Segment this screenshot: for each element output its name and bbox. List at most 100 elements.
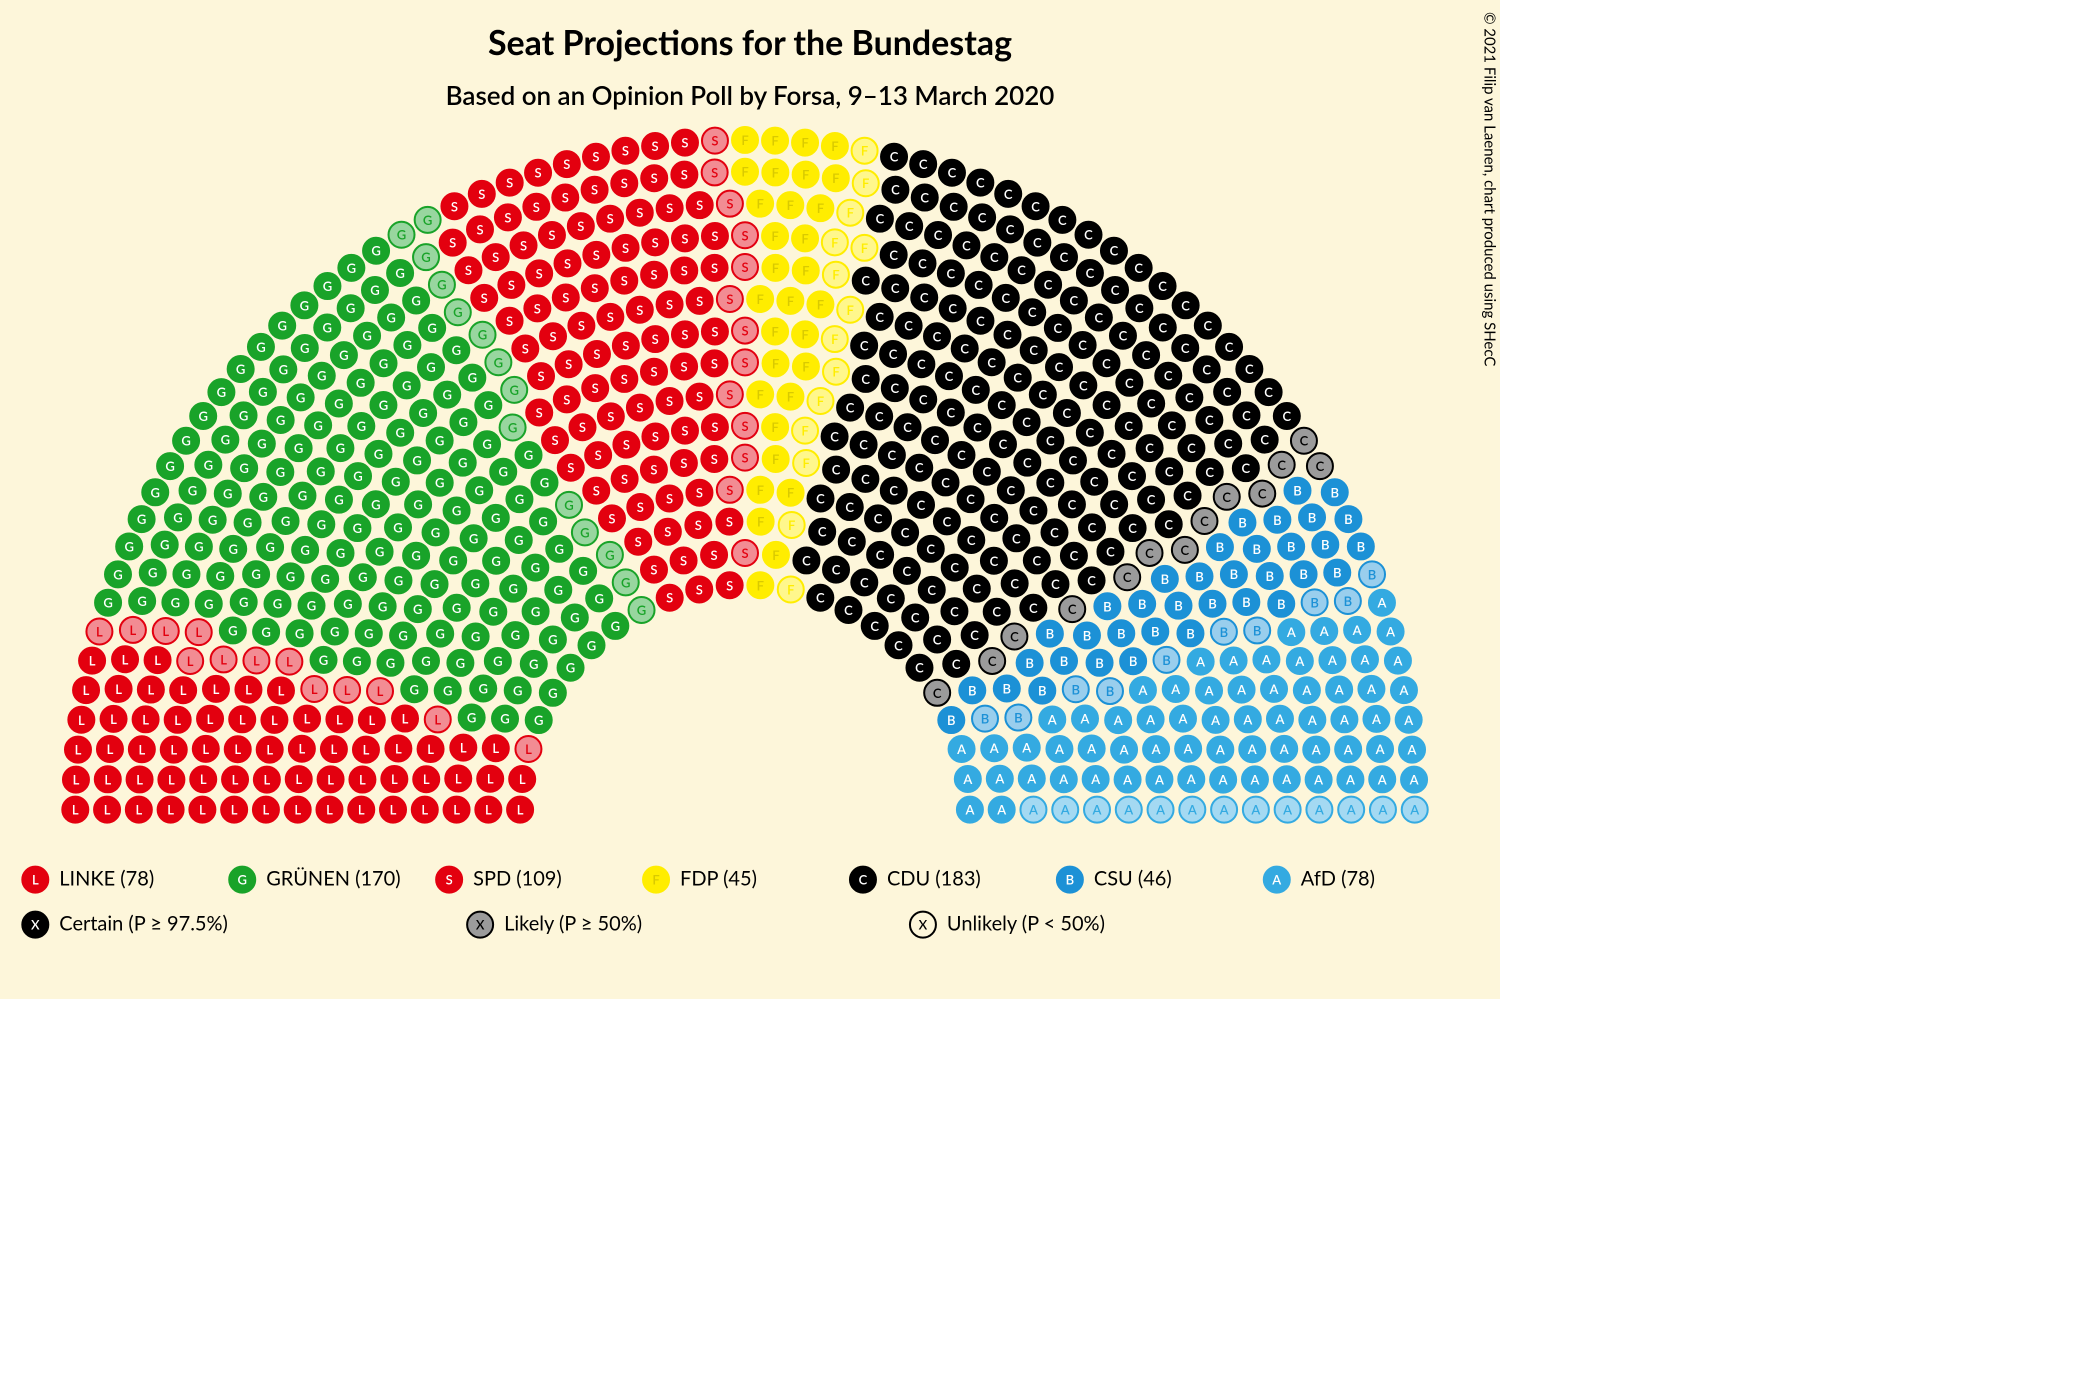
seat-letter: L — [359, 772, 366, 788]
seat-letter: C — [1078, 337, 1087, 353]
seat-letter: G — [300, 297, 309, 313]
seat-letter: F — [772, 355, 779, 371]
seat-letter: S — [565, 356, 572, 372]
seat-letter: B — [1117, 625, 1125, 641]
seat-letter: G — [469, 530, 478, 546]
seat-letter: L — [72, 802, 79, 818]
chart-title: Seat Projections for the Bundestag — [488, 22, 1012, 63]
seat-letter: C — [894, 637, 903, 653]
seat-letter: G — [375, 544, 384, 560]
seat-letter: A — [1403, 712, 1413, 728]
seat-letter: S — [681, 326, 688, 342]
seat-letter: C — [1224, 436, 1233, 452]
seat-letter: S — [652, 331, 659, 347]
seat-letter: A — [1195, 654, 1205, 670]
seat-letter: S — [522, 340, 529, 356]
seat-letter: G — [435, 433, 444, 449]
seat-letter: S — [621, 273, 628, 289]
seat-letter: C — [870, 618, 879, 634]
seat-letter: S — [537, 368, 544, 384]
seat-letter: C — [1029, 600, 1038, 616]
seat-letter: S — [592, 149, 599, 165]
seat-letter: S — [726, 482, 733, 498]
seat-letter: A — [1301, 682, 1311, 698]
seat-letter: L — [278, 683, 285, 699]
seat-letter: G — [564, 497, 573, 513]
seat-letter: C — [1245, 361, 1254, 377]
seat-letter: L — [75, 742, 82, 758]
seat-letter: B — [1310, 594, 1318, 610]
seat-letter: C — [1069, 452, 1078, 468]
seat-letter: G — [379, 397, 388, 413]
seat-letter: C — [974, 277, 983, 293]
seat-letter: G — [223, 486, 232, 502]
legend-label-F: FDP (45) — [680, 867, 757, 891]
seat-letter: C — [1054, 320, 1063, 336]
seat-letter: B — [1287, 539, 1295, 555]
seat-letter: G — [397, 227, 406, 243]
seat-letter: B — [1014, 710, 1022, 726]
seat-letter: A — [1204, 683, 1214, 699]
seat-letter: C — [1183, 488, 1192, 504]
seat-letter: L — [130, 622, 137, 638]
seat-letter: L — [187, 653, 194, 669]
seat-letter: L — [231, 802, 238, 818]
seat-letter: C — [934, 227, 943, 243]
seat-letter: G — [587, 637, 596, 653]
seat-letter: C — [905, 218, 914, 234]
seat-letter: F — [771, 419, 778, 435]
seat-letter: C — [990, 510, 999, 526]
seat-letter: F — [756, 196, 763, 212]
seat-letter: F — [847, 302, 854, 318]
seat-letter: C — [990, 249, 999, 265]
seat-letter: L — [168, 772, 175, 788]
seat-letter: G — [482, 436, 491, 452]
seat-letter: C — [1110, 496, 1119, 512]
seat-letter: L — [162, 623, 169, 639]
seat-letter: G — [611, 618, 620, 634]
seat-letter: G — [113, 566, 122, 582]
seat-letter: B — [1103, 598, 1111, 614]
seat-letter: C — [917, 356, 926, 372]
seat-letter: B — [1072, 681, 1080, 697]
seat-letter: S — [579, 419, 586, 435]
seat-letter: C — [1145, 440, 1154, 456]
seat-letter: A — [1247, 741, 1257, 757]
seat-letter: C — [1086, 425, 1095, 441]
seat-letter: L — [170, 742, 177, 758]
seat-letter: G — [411, 548, 420, 564]
seat-letter: F — [861, 240, 868, 256]
seat-letter: F — [832, 364, 839, 380]
seat-letter: A — [1345, 771, 1355, 787]
seat-letter: G — [339, 347, 348, 363]
seat-letter: C — [859, 437, 868, 453]
prob-label-certain: Certain (P ≥ 97.5%) — [59, 912, 228, 936]
seat-letter: C — [1084, 227, 1093, 243]
seat-letter: A — [1313, 772, 1323, 788]
seat-letter: C — [1070, 292, 1079, 308]
seat-letter: A — [1218, 772, 1228, 788]
seat-letter: C — [1031, 198, 1040, 214]
seat-letter: S — [711, 355, 718, 371]
seat-letter: G — [452, 503, 461, 519]
seat-letter: S — [535, 165, 542, 181]
seat-letter: B — [1357, 538, 1365, 554]
seat-letter: B — [1195, 568, 1203, 584]
seat-letter: G — [478, 681, 487, 697]
seat-letter: G — [418, 405, 427, 421]
seat-letter: L — [264, 772, 271, 788]
seat-letter: L — [299, 741, 306, 757]
seat-letter: C — [947, 265, 956, 281]
seat-letter: S — [595, 447, 602, 463]
seat-letter: S — [681, 230, 688, 246]
seat-letter: C — [1158, 278, 1167, 294]
seat-letter: A — [1186, 771, 1196, 787]
seat-letter: A — [1026, 770, 1036, 786]
seat-letter: G — [160, 537, 169, 553]
legend-label-S: SPD (109) — [473, 867, 562, 891]
seat-letter: C — [976, 175, 985, 191]
seat-letter: C — [948, 300, 957, 316]
seat-letter: C — [1223, 384, 1232, 400]
seat-letter: L — [147, 682, 154, 698]
seat-letter: F — [757, 386, 764, 402]
